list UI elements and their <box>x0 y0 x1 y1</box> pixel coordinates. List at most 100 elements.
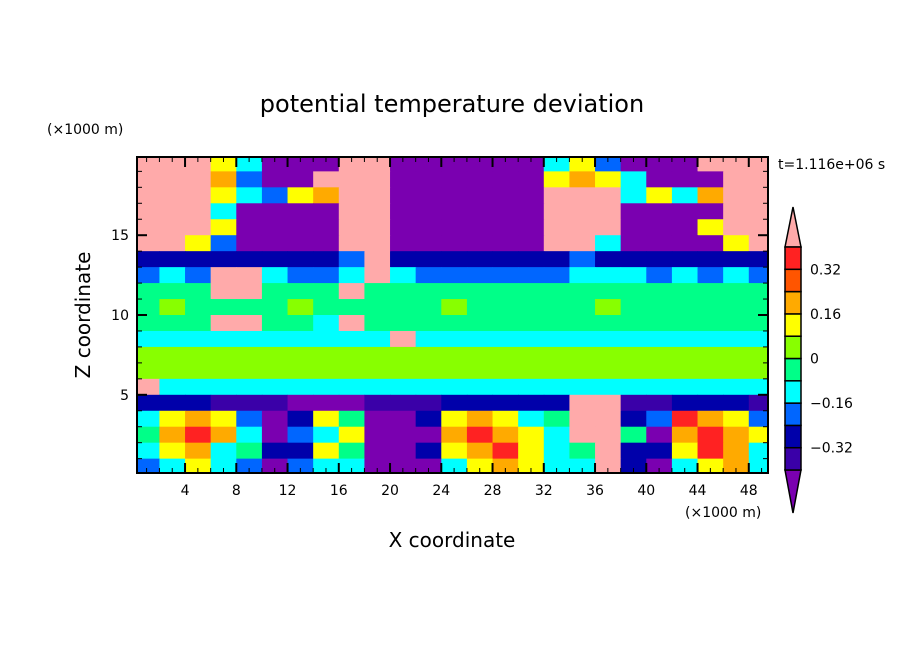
contour-cell <box>595 157 622 172</box>
contour-cell <box>620 235 647 252</box>
contour-cell <box>569 410 596 428</box>
contour-cell <box>210 426 237 444</box>
contour-cell <box>236 362 263 380</box>
contour-cell <box>646 283 673 300</box>
contour-cell <box>415 410 442 428</box>
x-tick-label: 12 <box>279 483 297 499</box>
contour-cell <box>646 378 673 396</box>
contour-cell <box>390 346 417 364</box>
contour-cell <box>261 346 289 364</box>
contour-cell <box>210 330 237 348</box>
contour-cell <box>723 157 750 172</box>
contour-cell <box>338 299 365 316</box>
contour-cell <box>415 458 442 474</box>
contour-cell <box>338 426 365 444</box>
contour-cell <box>620 283 647 300</box>
contour-cell <box>748 362 769 380</box>
contour-cell <box>185 458 212 474</box>
contour-cell <box>620 442 647 460</box>
contour-cell <box>595 315 622 332</box>
contour-cell <box>338 346 365 364</box>
contour-cell <box>236 426 263 444</box>
contour-cell <box>646 235 673 252</box>
contour-cell <box>210 410 237 428</box>
contour-cell <box>137 283 160 300</box>
contour-cell <box>137 251 160 268</box>
contour-cell <box>748 410 769 428</box>
contour-cell <box>441 299 468 316</box>
contour-cell <box>748 187 769 204</box>
contour-cell <box>492 346 519 364</box>
contour-cell <box>390 283 417 300</box>
contour-cell <box>569 394 596 412</box>
contour-cell <box>364 315 391 332</box>
contour-cell <box>313 171 340 188</box>
contour-cell <box>723 219 750 236</box>
contour-cell <box>492 426 519 444</box>
contour-cell <box>569 315 596 332</box>
contour-cell <box>185 346 212 364</box>
contour-cell <box>159 394 186 412</box>
contour-cell <box>287 442 314 460</box>
contour-cell <box>595 378 622 396</box>
contour-cell <box>492 458 519 474</box>
contour-cell <box>364 171 391 188</box>
contour-cell <box>137 187 160 204</box>
contour-cell <box>390 171 417 188</box>
contour-cell <box>159 362 186 380</box>
contour-cell <box>159 171 186 188</box>
chart-title: potential temperature deviation <box>260 90 644 118</box>
contour-cell <box>569 283 596 300</box>
contour-cell <box>159 267 186 284</box>
contour-cell <box>364 410 391 428</box>
contour-cell <box>159 251 186 268</box>
contour-cell <box>210 157 237 172</box>
contour-cell <box>748 157 769 172</box>
contour-cell <box>159 203 186 220</box>
contour-cell <box>338 362 365 380</box>
contour-cell <box>518 251 545 268</box>
contour-cell <box>415 346 442 364</box>
contour-cell <box>364 203 391 220</box>
contour-cell <box>390 442 417 460</box>
y-tick-label: 15 <box>111 228 129 244</box>
contour-cell <box>137 267 160 284</box>
contour-cell <box>492 219 519 236</box>
contour-cell <box>441 330 468 348</box>
contour-cell <box>210 442 237 460</box>
contour-cell <box>441 315 468 332</box>
contour-cell <box>620 426 647 444</box>
contour-cell <box>543 283 570 300</box>
contour-cell <box>671 394 699 412</box>
contour-cell <box>261 299 289 316</box>
contour-cell <box>620 410 647 428</box>
y-unit-label: (×1000 m) <box>47 122 123 138</box>
contour-cell <box>287 346 314 364</box>
contour-cell <box>466 219 494 236</box>
contour-cell <box>261 442 289 460</box>
contour-cell <box>518 203 545 220</box>
contour-cell <box>210 299 237 316</box>
contour-cell <box>210 346 237 364</box>
contour-cell <box>236 442 263 460</box>
y-tick-label: 10 <box>111 308 129 324</box>
contour-cell <box>518 426 545 444</box>
contour-cell <box>646 330 673 348</box>
contour-cell <box>466 410 494 428</box>
contour-cell <box>137 171 160 188</box>
contour-cell <box>595 299 622 316</box>
contour-cell <box>697 267 724 284</box>
contour-cell <box>518 362 545 380</box>
colorbar-box <box>784 268 802 293</box>
contour-cell <box>390 330 417 348</box>
contour-cell <box>415 235 442 252</box>
contour-cell <box>236 330 263 348</box>
contour-cell <box>137 235 160 252</box>
contour-cell <box>518 346 545 364</box>
contour-cell <box>287 235 314 252</box>
contour-cell <box>543 426 570 444</box>
contour-cell <box>595 235 622 252</box>
contour-cell <box>723 378 750 396</box>
contour-cell <box>492 378 519 396</box>
contour-cell <box>492 394 519 412</box>
